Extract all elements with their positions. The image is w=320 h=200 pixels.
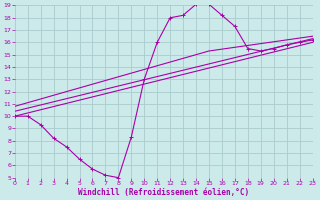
- X-axis label: Windchill (Refroidissement éolien,°C): Windchill (Refroidissement éolien,°C): [78, 188, 249, 197]
